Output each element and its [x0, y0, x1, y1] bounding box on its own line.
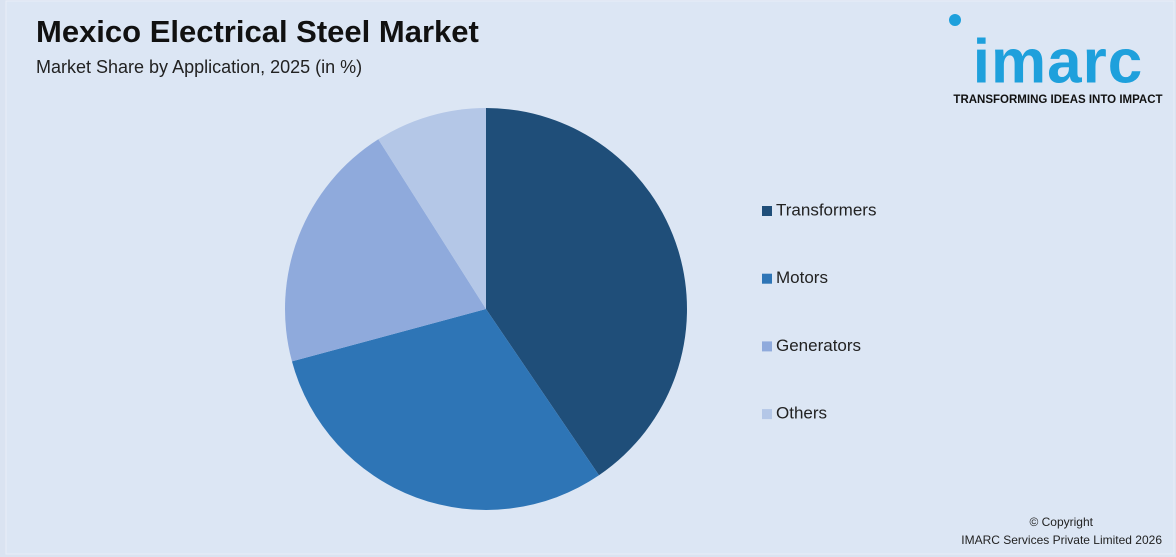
legend-label: Others	[776, 404, 827, 423]
logo-tagline: TRANSFORMING IDEAS INTO IMPACT	[953, 94, 1162, 106]
legend-swatch	[762, 341, 772, 352]
copyright: © Copyright	[1029, 515, 1093, 529]
pie-slice	[378, 108, 486, 309]
chart-title: Mexico Electrical Steel Market	[36, 14, 479, 49]
legend-label: Motors	[776, 268, 828, 287]
legend-swatch	[762, 273, 772, 284]
legend-label: Generators	[776, 336, 861, 355]
pie-slice	[486, 108, 688, 476]
legend-label: Transformers	[776, 200, 876, 219]
pie-slice	[284, 139, 486, 362]
company: IMARC Services Private Limited 2026	[961, 533, 1162, 547]
chart-subtitle: Market Share by Application, 2025 (in %)	[36, 57, 362, 77]
legend-swatch	[762, 206, 772, 216]
logo-dot	[949, 14, 961, 26]
pie-slice	[291, 309, 599, 510]
legend-swatch	[762, 409, 772, 420]
logo: imarc	[973, 27, 1143, 96]
